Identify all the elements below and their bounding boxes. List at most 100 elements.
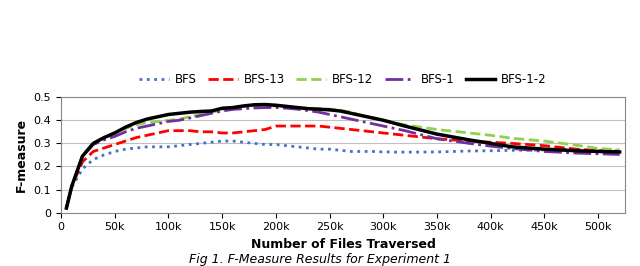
BFS-1-2 (380, 119, 387, 122)
BFS-13 (63, 206, 70, 210)
BFS-1 (283, 107, 291, 110)
BFS-13 (573, 148, 580, 151)
BFS-13 (154, 131, 161, 135)
BFS-1 (465, 142, 473, 145)
BFS-13 (616, 150, 623, 153)
BFS-12 (304, 107, 312, 110)
BFS (304, 146, 312, 149)
BFS-1 (358, 120, 365, 123)
BFS-12 (63, 206, 70, 210)
BFS-1 (79, 155, 86, 158)
BFS-1 (294, 107, 301, 111)
BFS-1-2 (272, 104, 280, 107)
BFS-1-2 (315, 107, 323, 111)
BFS-13 (90, 150, 97, 153)
BFS-1 (595, 152, 602, 155)
BFS-12 (122, 127, 129, 130)
BFS (465, 149, 473, 153)
BFS-12 (541, 139, 548, 143)
BFS (63, 206, 70, 210)
BFS (250, 142, 258, 145)
BFS-13 (143, 134, 151, 137)
BFS-13 (175, 129, 183, 132)
BFS (401, 151, 408, 154)
BFS-13 (122, 139, 129, 143)
BFS-12 (261, 104, 269, 107)
BFS-1-2 (401, 124, 408, 128)
BFS-12 (186, 115, 194, 118)
BFS-1-2 (348, 112, 355, 115)
BFS-12 (337, 109, 344, 112)
BFS-12 (111, 131, 118, 135)
BFS-1-2 (294, 106, 301, 109)
BFS-13 (100, 146, 108, 149)
BFS-13 (465, 139, 473, 143)
BFS (218, 139, 226, 143)
BFS-1 (348, 118, 355, 121)
BFS (207, 141, 215, 144)
BFS-12 (250, 104, 258, 107)
BFS (369, 150, 376, 153)
BFS (68, 186, 76, 189)
BFS-1-2 (541, 148, 548, 151)
BFS-1-2 (487, 142, 495, 145)
BFS-13 (132, 136, 140, 139)
BFS-1 (315, 111, 323, 114)
BFS (433, 150, 441, 153)
BFS-13 (207, 130, 215, 134)
BFS-1 (63, 206, 70, 210)
BFS-1-2 (100, 136, 108, 139)
BFS (229, 139, 237, 143)
BFS (164, 145, 172, 148)
BFS-13 (79, 160, 86, 164)
BFS-12 (326, 107, 333, 111)
BFS-1 (218, 109, 226, 113)
BFS (186, 143, 194, 146)
BFS-13 (304, 124, 312, 128)
BFS-1-2 (68, 185, 76, 188)
BFS-13 (337, 127, 344, 130)
BFS-1-2 (218, 107, 226, 110)
BFS-1 (250, 106, 258, 110)
BFS-1-2 (261, 103, 269, 106)
BFS-1 (207, 112, 215, 115)
BFS-1 (197, 114, 205, 117)
Line: BFS-1: BFS-1 (67, 107, 620, 208)
BFS-1 (154, 122, 161, 125)
BFS (79, 167, 86, 171)
BFS-12 (68, 185, 76, 188)
BFS-1-2 (508, 145, 516, 148)
BFS-12 (433, 128, 441, 131)
BFS (337, 149, 344, 152)
BFS-13 (315, 124, 323, 128)
BFS-12 (79, 153, 86, 156)
BFS (487, 149, 495, 152)
BFS-1-2 (326, 108, 333, 111)
BFS-12 (487, 134, 495, 137)
BFS-1-2 (433, 132, 441, 136)
BFS-1-2 (358, 114, 365, 117)
BFS-1-2 (111, 131, 118, 135)
BFS-1 (68, 185, 76, 188)
BFS (100, 153, 108, 156)
BFS-13 (326, 126, 333, 129)
BFS-12 (132, 123, 140, 126)
BFS-1-2 (595, 150, 602, 153)
BFS-12 (465, 131, 473, 135)
BFS-1-2 (197, 110, 205, 113)
BFS-1 (229, 108, 237, 111)
Line: BFS: BFS (67, 141, 620, 208)
BFS-12 (616, 148, 623, 151)
BFS-13 (294, 124, 301, 128)
BFS-13 (433, 137, 441, 140)
BFS-13 (164, 129, 172, 132)
BFS-13 (283, 124, 291, 128)
BFS-1 (272, 106, 280, 109)
BFS-1 (175, 119, 183, 122)
BFS-12 (401, 123, 408, 126)
BFS (143, 145, 151, 148)
BFS-13 (261, 128, 269, 131)
BFS-1 (261, 106, 269, 109)
BFS-1 (433, 137, 441, 140)
BFS-1 (326, 113, 333, 116)
